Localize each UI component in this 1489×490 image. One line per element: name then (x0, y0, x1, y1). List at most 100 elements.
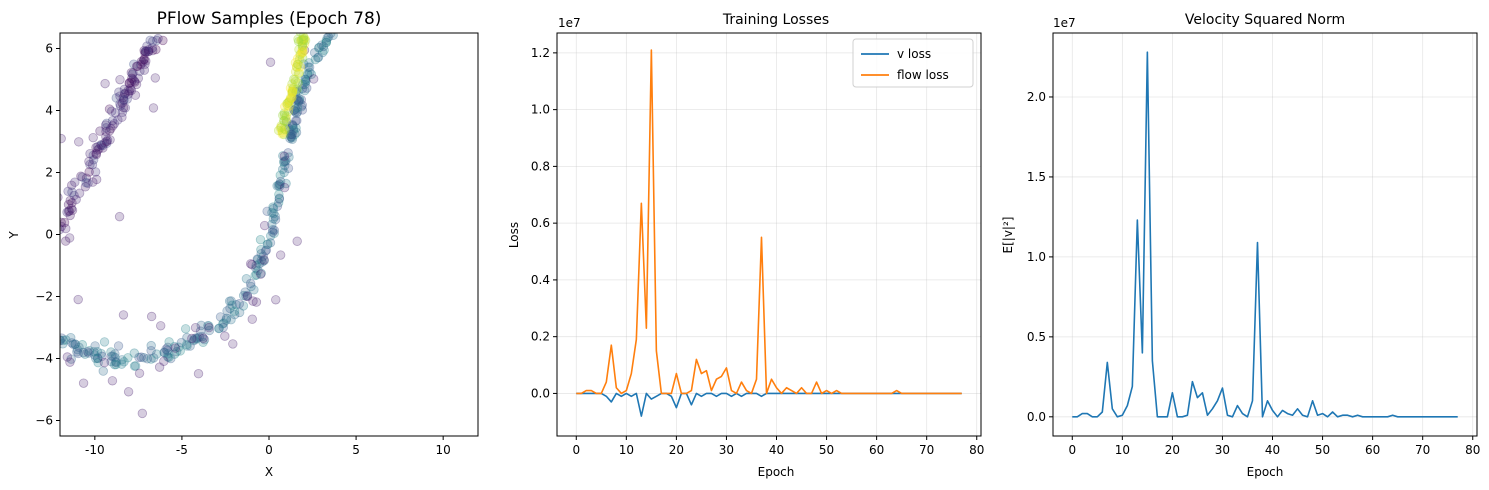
scatter-point-105 (119, 95, 129, 105)
scatter-point-299 (169, 341, 180, 352)
scatter-point-502 (276, 122, 286, 133)
scatter-point-99 (133, 73, 144, 83)
scatter-point-347 (279, 156, 289, 166)
scatter-point-136 (130, 90, 141, 100)
scatter-point-387 (268, 204, 279, 214)
scatter-point-284 (300, 74, 310, 85)
scatter-point-152 (60, 335, 65, 345)
scatter-point-498 (292, 59, 303, 70)
scatter-point-306 (225, 303, 235, 314)
scatter-point-277 (290, 98, 301, 108)
scatter-point-354 (286, 132, 296, 142)
scatter-point-389 (268, 214, 279, 224)
scatter-point-279 (109, 360, 120, 370)
scatter-point-484 (277, 126, 287, 136)
scatter-point-340 (204, 321, 214, 331)
scatter-point-90 (118, 92, 129, 103)
scatter-point-145 (126, 85, 137, 96)
scatter-point-303 (291, 123, 301, 133)
scatter-point-60 (140, 59, 150, 69)
scatter-point-490 (300, 35, 311, 46)
scatter-point-102 (102, 135, 113, 145)
scatter-point-24 (144, 46, 154, 57)
scatter-point-167 (318, 47, 328, 58)
scatter-point-80 (141, 56, 151, 66)
scatter-point-135 (92, 145, 103, 155)
scatter-point-198 (241, 274, 252, 284)
scatter-point-430 (134, 368, 145, 378)
scatter-point-181 (180, 324, 191, 334)
scatter-point-312 (292, 102, 303, 113)
losses-xtick-label-2: 20 (669, 443, 684, 457)
scatter-point-475 (297, 35, 307, 45)
losses-ytick-label-0: 0.0 (531, 386, 550, 400)
scatter-point-410 (279, 151, 290, 161)
scatter-point-317 (269, 208, 279, 219)
losses-ytick-label-3: 0.6 (531, 216, 550, 230)
scatter-point-333 (286, 129, 296, 139)
scatter-point-365 (294, 86, 304, 96)
scatter-point-422 (279, 182, 290, 193)
velocity-xtick-label-5: 50 (1315, 443, 1330, 457)
scatter-point-245 (110, 352, 120, 363)
scatter-point-267 (84, 348, 94, 358)
scatter-point-134 (64, 233, 75, 243)
scatter-point-122 (128, 68, 138, 78)
scatter-point-39 (69, 190, 79, 201)
scatter-point-163 (238, 290, 249, 301)
scatter-point-147 (91, 174, 102, 185)
scatter-point-46 (102, 136, 112, 147)
velocity-xtick-label-7: 70 (1415, 443, 1430, 457)
scatter-point-125 (101, 120, 111, 130)
scatter-point-162 (287, 121, 298, 131)
scatter-point-293 (294, 95, 305, 106)
scatter-point-493 (279, 116, 289, 126)
scatter-point-412 (170, 343, 181, 353)
scatter-point-83 (147, 43, 157, 53)
scatter-point-149 (117, 112, 127, 122)
scatter-point-233 (93, 353, 103, 364)
scatter-point-110 (117, 98, 127, 108)
scatter-point-278 (218, 319, 228, 329)
scatter-point-139 (114, 211, 125, 222)
scatter-point-239 (142, 354, 153, 364)
scatter-point-342 (83, 347, 93, 357)
scatter-point-309 (272, 181, 282, 191)
losses-axes-frame (556, 32, 982, 437)
scatter-xtick-label-1: -5 (176, 443, 188, 457)
scatter-point-48 (77, 172, 87, 182)
scatter-point-438 (78, 378, 89, 388)
scatter-point-205 (285, 126, 295, 136)
scatter-point-218 (314, 42, 324, 53)
scatter-point-263 (290, 107, 300, 117)
scatter-point-400 (199, 335, 210, 345)
scatter-ylabel: Y (7, 231, 21, 240)
scatter-point-260 (231, 300, 241, 310)
scatter-point-10 (85, 148, 95, 159)
scatter-axes-frame (59, 32, 479, 437)
scatter-point-98 (70, 177, 80, 187)
scatter-point-336 (261, 245, 272, 255)
scatter-point-177 (269, 228, 279, 239)
scatter-point-108 (66, 203, 77, 214)
scatter-point-524 (279, 116, 289, 126)
scatter-point-506 (293, 78, 303, 88)
scatter-point-121 (135, 9, 144, 18)
scatter-point-503 (276, 121, 286, 131)
scatter-point-348 (256, 249, 266, 259)
scatter-point-515 (287, 79, 297, 89)
scatter-point-424 (204, 322, 214, 333)
legend-label-1: flow loss (897, 68, 949, 82)
scatter-point-516 (290, 74, 300, 85)
scatter-point-230 (181, 339, 192, 350)
scatter-point-334 (294, 96, 304, 107)
scatter-point-254 (227, 300, 237, 310)
losses-series-line-1 (576, 49, 962, 395)
velocity-ytick-label-1: 0.5 (1027, 330, 1046, 344)
scatter-point-313 (214, 323, 224, 334)
scatter-point-61 (140, 48, 150, 59)
scatter-point-154 (221, 313, 232, 324)
scatter-point-426 (62, 352, 73, 362)
scatter-point-367 (240, 287, 250, 297)
scatter-point-146 (108, 121, 118, 131)
